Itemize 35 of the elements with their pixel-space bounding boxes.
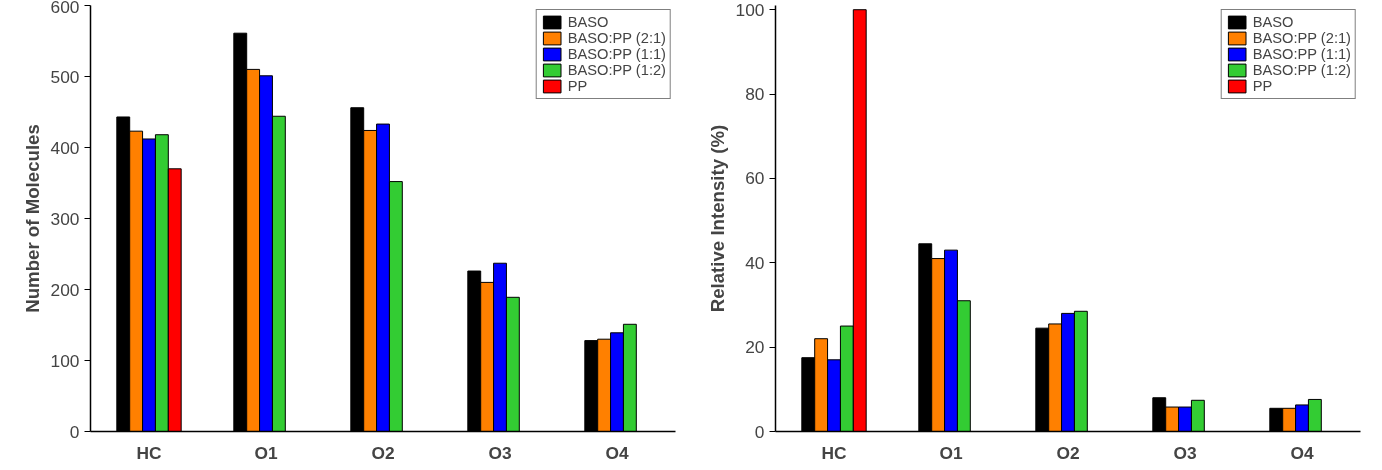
y-tick-label: 600 (50, 0, 80, 17)
y-tick-label: 200 (50, 279, 80, 300)
x-tick-label: O1 (254, 442, 278, 463)
x-tick-label: O2 (371, 442, 395, 463)
y-tick-label: 400 (50, 137, 80, 158)
y-tick-label: 0 (754, 421, 765, 442)
legend-label: BASO:PP (1:1) (1252, 46, 1351, 62)
y-tick-label: 0 (69, 421, 80, 442)
x-tick-label: O3 (488, 442, 512, 463)
y-tick-label: 500 (50, 66, 80, 87)
x-tick-label: O3 (1173, 442, 1197, 463)
x-tick-label: HC (821, 442, 847, 463)
y-tick-label: 100 (735, 0, 765, 20)
legend-label: BASO:PP (2:1) (1252, 30, 1351, 46)
y-axis-title: Relative Intensity (%) (706, 124, 728, 313)
x-tick-label: O4 (605, 442, 629, 463)
x-tick-label: O1 (939, 442, 963, 463)
y-tick-label: 100 (50, 350, 80, 371)
legend-label: BASO (567, 14, 609, 30)
x-tick-label: HC (136, 442, 162, 463)
y-tick-label: 80 (745, 84, 765, 105)
y-tick-label: 40 (745, 252, 765, 273)
legend-label: BASO:PP (1:1) (567, 46, 666, 62)
legend-label: PP (1252, 78, 1273, 94)
y-tick-label: 300 (50, 208, 80, 229)
y-axis-title: Number of Molecules (21, 124, 43, 313)
y-tick-label: 20 (745, 337, 765, 358)
x-tick-label: O4 (1290, 442, 1314, 463)
legend-label: PP (567, 78, 588, 94)
x-tick-label: O2 (1056, 442, 1080, 463)
legend-label: BASO:PP (1:2) (1252, 62, 1351, 78)
legend-label: BASO:PP (1:2) (567, 62, 666, 78)
legend-label: BASO:PP (2:1) (567, 30, 666, 46)
y-tick-label: 60 (745, 168, 765, 189)
legend-label: BASO (1252, 14, 1294, 30)
